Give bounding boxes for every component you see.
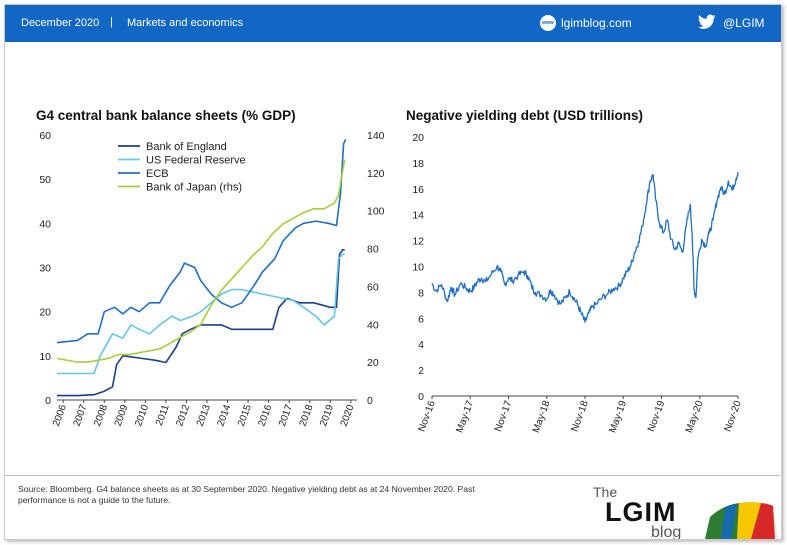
chart1-y2tick-label: 80 <box>367 244 379 256</box>
chart1-y2tick-label: 60 <box>367 281 379 293</box>
chart1-ytick-label: 60 <box>39 130 51 142</box>
chart2-series-line <box>431 171 739 323</box>
chart1-y2tick-label: 140 <box>367 130 385 142</box>
chart2-xtick-label: May-20 <box>684 399 706 435</box>
chart2-title: Negative yielding debt (USD trillions) <box>406 108 644 123</box>
header-date: December 2020 <box>21 17 100 29</box>
chart1-xtick-label: 2011 <box>154 403 172 427</box>
chart1-ytick-label: 40 <box>39 218 51 230</box>
chart2-xtick-label: Nov-20 <box>722 399 744 433</box>
twitter-handle[interactable]: @LGIM <box>723 16 765 30</box>
chart1-y2tick-label: 0 <box>367 395 373 407</box>
lgim-blog-logo: The LGIM blog <box>593 484 778 539</box>
chart1-xtick-label: 2020 <box>339 403 357 428</box>
chart1-y2tick-label: 120 <box>367 168 385 180</box>
chart1-ytick-label: 10 <box>39 351 51 363</box>
slide-frame: December 2020 | Markets and economics ww… <box>4 4 782 540</box>
chart1-y2tick-label: 20 <box>367 357 379 369</box>
globe-icon: www <box>540 15 556 31</box>
chart1-ytick-label: 50 <box>39 174 51 186</box>
chart1-xtick-label: 2006 <box>51 403 69 428</box>
chart1-series-line <box>56 139 347 344</box>
chart1-series-line <box>57 253 345 375</box>
chart2-xtick-label: Nov-17 <box>493 399 515 433</box>
header-separator: | <box>110 16 113 28</box>
chart2-ytick-label: 8 <box>418 287 424 299</box>
logo-the: The <box>593 484 617 500</box>
logo-sub: blog <box>651 524 681 539</box>
chart1-title: G4 central bank balance sheets (% GDP) <box>36 108 296 123</box>
site-link[interactable]: lgimblog.com <box>561 16 632 30</box>
chart2-ytick-label: 12 <box>412 236 424 248</box>
chart1-legend-label: US Federal Reserve <box>146 155 246 167</box>
chart2-ytick-label: 16 <box>412 184 424 196</box>
chart2-xtick-label: May-18 <box>531 399 553 435</box>
chart1-ytick-label: 0 <box>45 395 51 407</box>
logo-main: LGIM <box>605 497 677 527</box>
chart1-xtick-label: 2007 <box>72 403 90 428</box>
chart1-y2tick-label: 100 <box>367 206 385 218</box>
chart2-ytick-label: 20 <box>412 132 424 144</box>
chart2-xtick-label: Nov-16 <box>416 399 438 433</box>
chart1-xtick-label: 2018 <box>298 403 316 428</box>
chart1-legend-label: Bank of England <box>146 141 227 153</box>
chart1-xtick-label: 2017 <box>277 403 295 428</box>
header-section: Markets and economics <box>127 17 244 29</box>
chart1-series-line <box>57 249 345 397</box>
chart1-xtick-label: 2008 <box>92 403 110 428</box>
chart1-series-line <box>56 159 346 363</box>
chart2-xtick-label: May-19 <box>607 399 629 435</box>
chart2-ytick-label: 2 <box>418 365 424 377</box>
footer-divider <box>4 475 780 476</box>
chart1-xtick-label: 2016 <box>257 403 275 428</box>
chart2-xtick-label: Nov-19 <box>646 399 668 433</box>
chart2-ytick-label: 0 <box>418 391 424 403</box>
chart2-ytick-label: 18 <box>412 158 424 170</box>
chart1-xtick-label: 2009 <box>113 403 131 428</box>
chart2-ytick-label: 10 <box>412 262 424 274</box>
chart1-xtick-label: 2012 <box>174 403 192 428</box>
chart1-legend-label: Bank of Japan (rhs) <box>146 182 242 194</box>
chart1-xtick-label: 2013 <box>195 403 213 428</box>
chart2-ytick-label: 14 <box>412 210 424 222</box>
chart2-ytick-label: 4 <box>418 339 424 351</box>
chart2-ytick-label: 6 <box>418 313 424 325</box>
chart1-legend-label: ECB <box>146 168 169 180</box>
chart1-xtick-label: 2014 <box>215 403 233 428</box>
umbrella-icon <box>705 501 778 539</box>
chart2-xtick-label: Nov-18 <box>569 399 591 433</box>
header-bar: December 2020 | Markets and economics ww… <box>5 5 781 42</box>
chart2-xtick-label: May-17 <box>454 399 476 435</box>
twitter-icon[interactable] <box>698 14 716 30</box>
chart1-ytick-label: 20 <box>39 307 51 319</box>
chart1-ytick-label: 30 <box>39 263 51 275</box>
chart1-y2tick-label: 40 <box>367 319 379 331</box>
chart1-xtick-label: 2010 <box>133 403 151 428</box>
source-note: Source: Bloomberg. G4 balance sheets as … <box>18 484 475 505</box>
chart1-xtick-label: 2015 <box>236 403 254 428</box>
chart1-xtick-label: 2019 <box>318 403 336 428</box>
